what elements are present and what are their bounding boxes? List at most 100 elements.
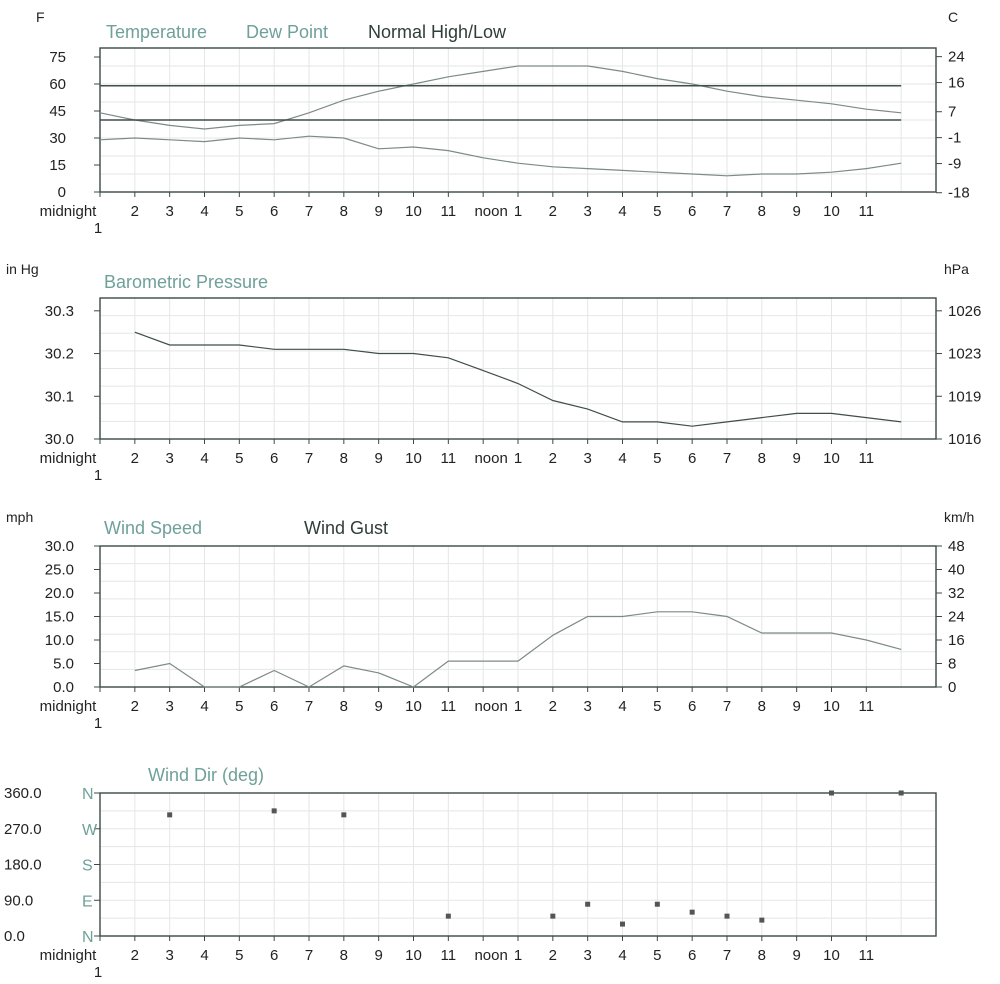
x-tick-label: 4 xyxy=(200,203,208,220)
data-point xyxy=(689,909,695,915)
x-tick-label: 10 xyxy=(405,698,422,715)
x-tick-label: noon xyxy=(474,947,507,964)
y-tick-label-left: 15 xyxy=(49,157,66,174)
y-tick-label-right: 16 xyxy=(948,75,965,92)
x-tick-label: 2 xyxy=(131,203,139,220)
y-tick-label-left: 180.0 xyxy=(4,857,42,874)
data-point xyxy=(585,901,591,907)
y-tick-label-left: 75 xyxy=(49,49,66,66)
left-unit-label: in Hg xyxy=(6,261,39,277)
x-tick-label: 11 xyxy=(441,203,457,220)
x-tick-label: 8 xyxy=(758,450,766,467)
x-tick-label: 8 xyxy=(340,947,348,964)
x-tick-label: 11 xyxy=(859,698,875,715)
y-tick-label-right: 40 xyxy=(948,562,965,579)
x-tick-label: 1 xyxy=(514,698,522,715)
data-point xyxy=(654,901,660,907)
x-tick-label: 2 xyxy=(549,450,557,467)
right-unit-label: hPa xyxy=(944,261,969,277)
x-tick-label: 6 xyxy=(688,698,696,715)
x-tick-label: 4 xyxy=(200,698,208,715)
y-tick-label-left: 20.0 xyxy=(45,585,74,602)
x-tick-label: 6 xyxy=(270,203,278,220)
right-unit-label: C xyxy=(948,9,958,25)
data-point xyxy=(759,917,765,923)
x-tick-label: 10 xyxy=(823,947,840,964)
y-tick-label-left: 30.2 xyxy=(45,346,74,363)
y-tick-label-left: 60 xyxy=(49,76,66,93)
y-tick-label-left: 5.0 xyxy=(53,656,74,673)
x-tick-label: 1 xyxy=(514,450,522,467)
compass-label: N xyxy=(82,786,94,803)
legend-label: Wind Speed xyxy=(104,518,202,538)
x-tick-label: noon xyxy=(474,203,507,220)
x-tick-label: 11 xyxy=(441,698,457,715)
x-tick-label: 10 xyxy=(405,947,422,964)
x-tick-label: 5 xyxy=(653,947,661,964)
legend-label: Normal High/Low xyxy=(368,22,507,42)
x-tick-label: 2 xyxy=(131,698,139,715)
x-tick-label: 3 xyxy=(165,698,173,715)
x-tick-label: 3 xyxy=(583,698,591,715)
x-tick-label: 6 xyxy=(688,450,696,467)
x-tick-label: 6 xyxy=(688,947,696,964)
data-point xyxy=(724,913,730,919)
x-tick-sublabel: 1 xyxy=(94,220,102,237)
x-tick-label: 10 xyxy=(823,698,840,715)
x-tick-label: 8 xyxy=(340,203,348,220)
x-tick-label: midnight xyxy=(40,698,98,715)
x-tick-label: 1 xyxy=(514,947,522,964)
x-tick-label: midnight xyxy=(40,947,98,964)
x-tick-label: 6 xyxy=(270,450,278,467)
x-tick-label: noon xyxy=(474,698,507,715)
y-tick-label-right: 24 xyxy=(948,609,965,626)
y-tick-label-right: 1016 xyxy=(948,431,981,448)
x-tick-label: 10 xyxy=(405,450,422,467)
x-tick-label: 2 xyxy=(549,698,557,715)
series-line xyxy=(99,135,902,177)
series-line xyxy=(99,65,902,130)
x-tick-label: 11 xyxy=(859,947,875,964)
x-tick-label: 6 xyxy=(270,698,278,715)
y-tick-label-right: 7 xyxy=(948,104,956,121)
x-tick-label: 5 xyxy=(653,698,661,715)
legend-label: Temperature xyxy=(106,22,207,42)
y-tick-label-right: 48 xyxy=(948,538,965,555)
x-tick-label: noon xyxy=(474,450,507,467)
x-tick-label: 11 xyxy=(859,450,875,467)
right-unit-label: km/h xyxy=(944,509,974,525)
y-tick-label-left: 30.0 xyxy=(45,431,74,448)
x-tick-label: 8 xyxy=(758,698,766,715)
x-tick-label: 8 xyxy=(340,698,348,715)
data-point xyxy=(898,790,904,796)
x-tick-label: 4 xyxy=(618,947,626,964)
x-tick-label: 9 xyxy=(792,203,800,220)
data-point xyxy=(167,812,173,818)
x-tick-label: 2 xyxy=(549,203,557,220)
x-tick-sublabel: 1 xyxy=(94,467,102,484)
y-tick-label-left: 0.0 xyxy=(53,679,74,696)
series-line xyxy=(134,611,902,688)
left-unit-label: F xyxy=(36,9,45,25)
x-tick-label: 3 xyxy=(583,947,591,964)
x-tick-label: 6 xyxy=(688,203,696,220)
x-tick-label: 4 xyxy=(200,947,208,964)
legend-label: Dew Point xyxy=(246,22,328,42)
x-tick-label: 6 xyxy=(270,947,278,964)
y-tick-label-left: 270.0 xyxy=(4,821,42,838)
x-tick-label: 7 xyxy=(723,203,731,220)
x-tick-sublabel: 1 xyxy=(94,715,102,732)
y-tick-label-left: 0 xyxy=(58,184,66,201)
y-tick-label-left: 25.0 xyxy=(45,562,74,579)
x-tick-sublabel: 1 xyxy=(94,964,102,981)
x-tick-label: 7 xyxy=(723,450,731,467)
x-tick-label: 5 xyxy=(235,947,243,964)
x-tick-label: 8 xyxy=(340,450,348,467)
y-tick-label-right: 16 xyxy=(948,632,965,649)
x-tick-label: 9 xyxy=(792,450,800,467)
x-tick-label: 9 xyxy=(374,450,382,467)
y-tick-label-right: 32 xyxy=(948,585,965,602)
legend-label: Wind Gust xyxy=(304,518,388,538)
x-tick-label: 5 xyxy=(653,450,661,467)
x-tick-label: 11 xyxy=(441,450,457,467)
